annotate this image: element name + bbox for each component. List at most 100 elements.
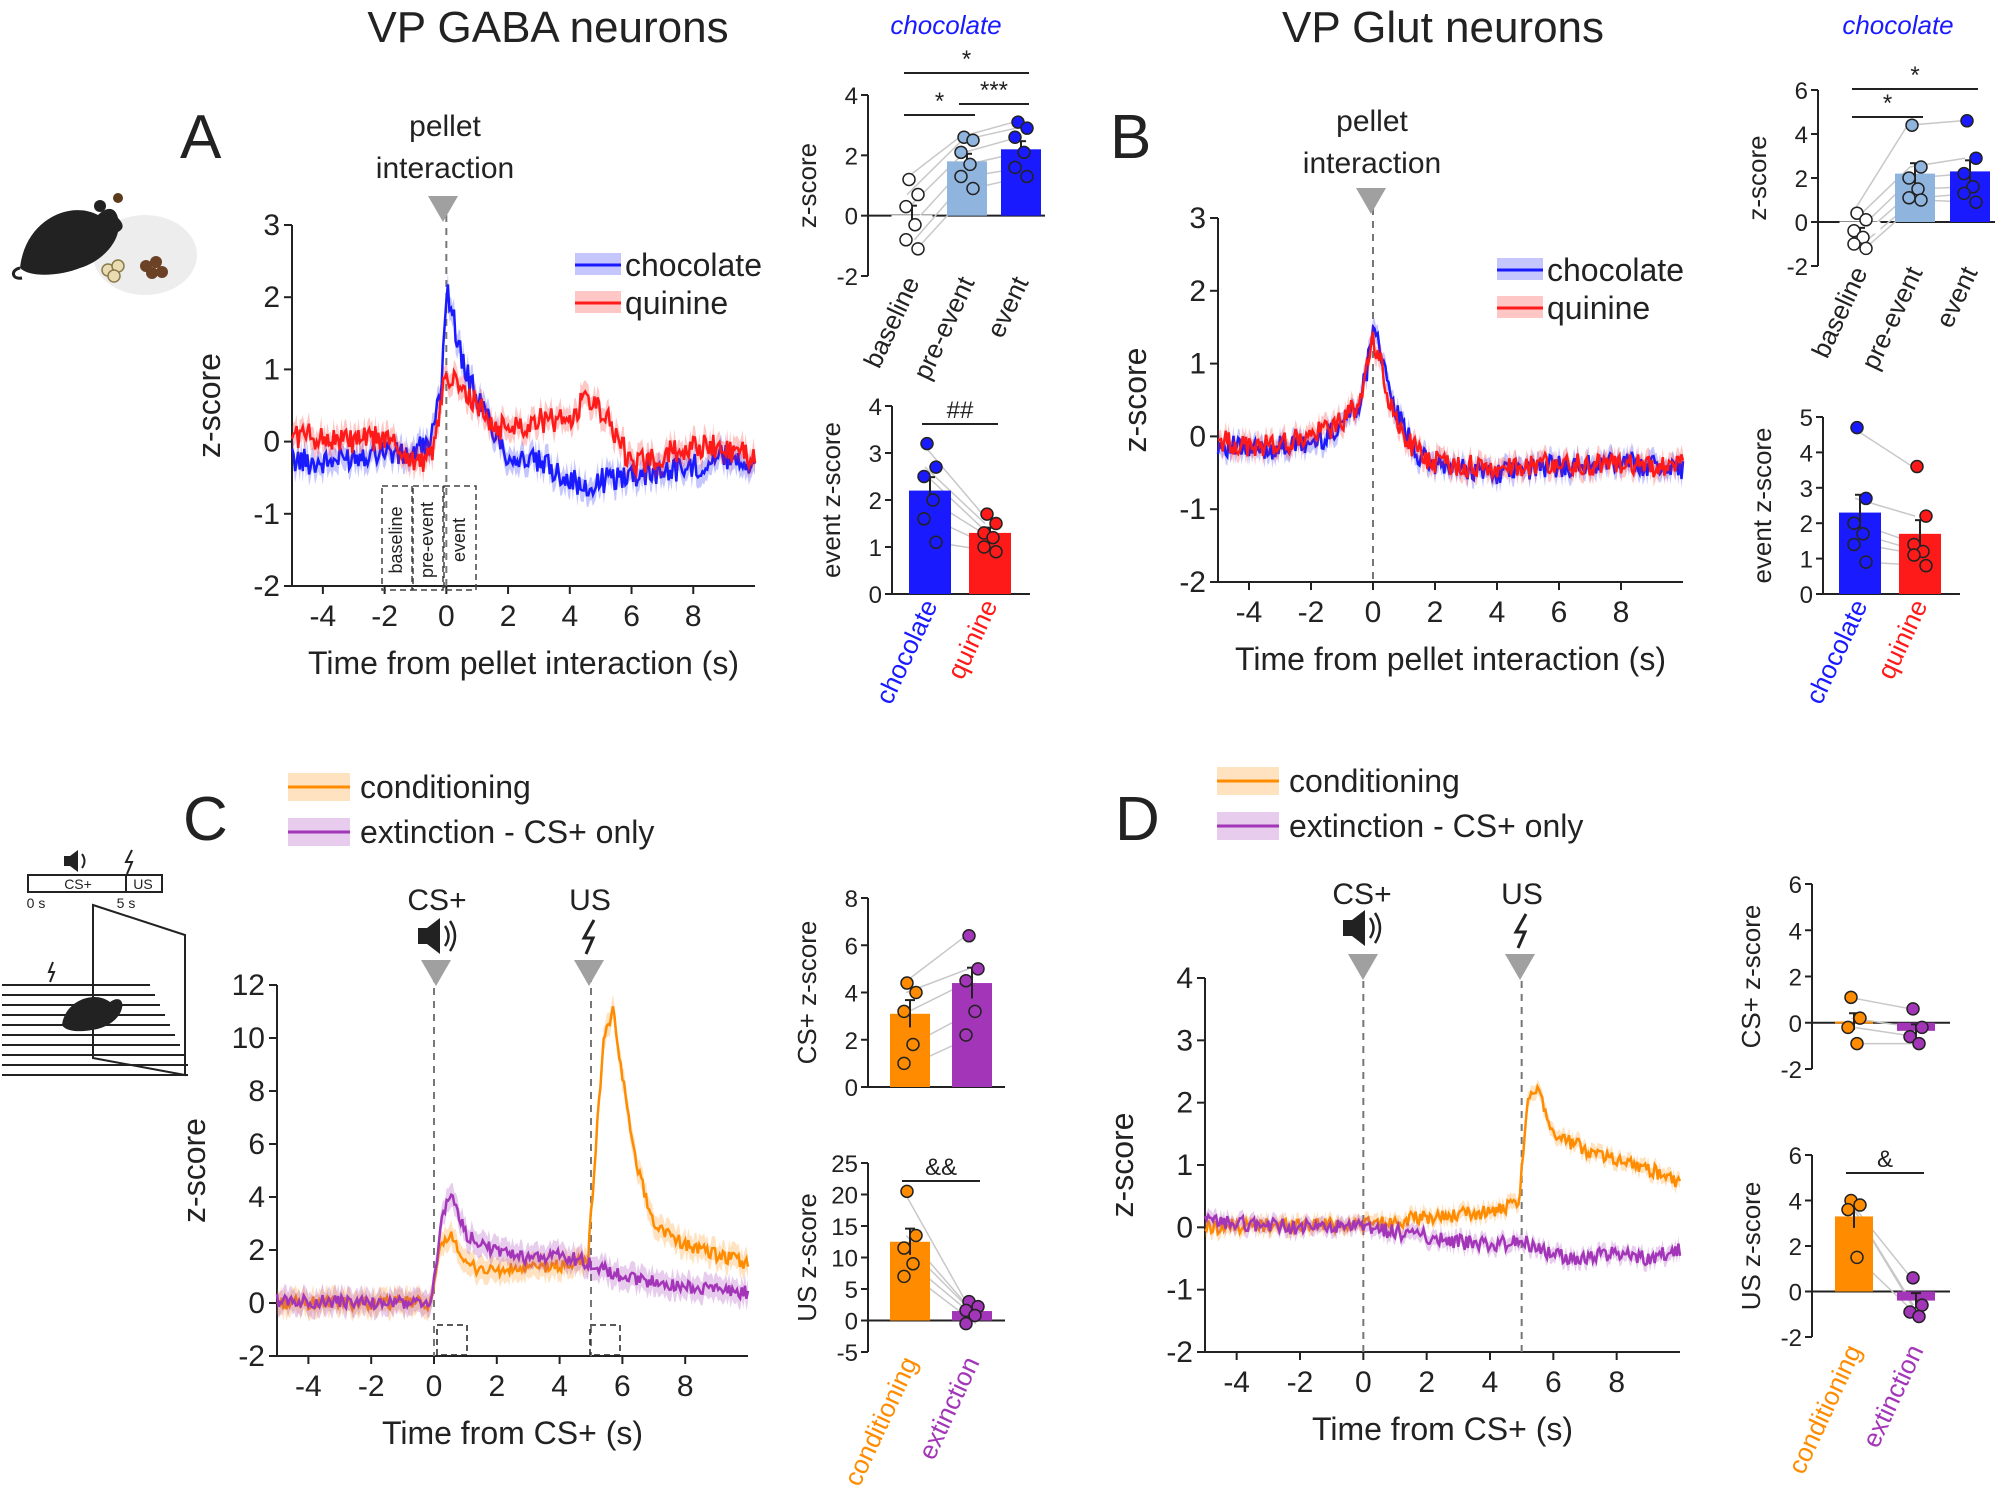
data-point — [911, 242, 925, 256]
data-point — [1844, 990, 1858, 1005]
chart-d-bar-top: -2 0 2 4 6 CS+ z-score — [1736, 872, 1950, 1084]
data-point — [1850, 1250, 1864, 1265]
pellet-label-b-2: interaction — [1303, 147, 1441, 180]
data-point — [963, 157, 977, 172]
y-tick-label: 2 — [263, 281, 280, 314]
schematic-t0-label: 0 s — [27, 895, 46, 911]
category-label: quinine — [941, 595, 1004, 684]
significance-label: * — [1883, 90, 1892, 117]
x-tick-label: 2 — [1418, 1366, 1435, 1399]
x-tick-label: -2 — [371, 600, 398, 633]
x-tick-label: -2 — [1298, 596, 1325, 629]
y-tick-label: 2 — [869, 488, 882, 515]
data-point — [1847, 516, 1861, 530]
y-tick-label: 2 — [1795, 166, 1808, 193]
chart-b-trace: -2 -1 0 1 2 3 -4 -2 0 2 4 6 8 Time from pellet intera… — [1117, 202, 1685, 677]
data-point — [1957, 186, 1971, 201]
x-tick-label: 4 — [551, 1370, 568, 1403]
y-tick-label: 4 — [845, 83, 858, 110]
legend-label: chocolate — [1547, 252, 1684, 288]
category-label: event — [980, 271, 1034, 342]
y-tick-label: 0 — [845, 1075, 858, 1102]
y-tick-label: -2 — [1781, 1325, 1802, 1352]
panel-letter-b: B — [1110, 103, 1151, 172]
y-tick-label: 1 — [263, 353, 280, 386]
x-tick-label: 0 — [1365, 596, 1382, 629]
data-point — [897, 1004, 911, 1019]
lightning-icon — [124, 849, 134, 875]
series-band-chocolate — [1218, 317, 1683, 494]
data-point — [1020, 169, 1034, 184]
x-tick-label: 6 — [1551, 596, 1568, 629]
y-axis-title: US z-score — [1736, 1182, 1766, 1311]
paired-line — [903, 1190, 967, 1302]
y-tick-label: 3 — [1800, 476, 1813, 503]
x-tick-label: 0 — [1355, 1366, 1372, 1399]
y-tick-label: 0 — [248, 1287, 265, 1320]
chart-c-bar-top: 0 2 4 6 8 CS+ z-score — [792, 886, 1005, 1102]
x-tick-label: 8 — [677, 1370, 694, 1403]
y-tick-label: 25 — [831, 1151, 858, 1178]
chart-c-bar-bottom: -5 0 5 10 15 20 25 US z-score conditioningextinc… — [792, 1151, 1005, 1485]
cs-label-c: CS+ — [407, 884, 466, 917]
lightning-icon-d — [1513, 913, 1528, 949]
data-point — [1859, 213, 1873, 227]
schematic-cs-label: CS+ — [64, 876, 92, 892]
data-point — [966, 181, 980, 196]
data-point — [977, 540, 991, 554]
y-tick-label: -2 — [837, 264, 858, 291]
data-point — [1902, 171, 1916, 185]
y-tick-label: 4 — [1789, 1189, 1802, 1216]
y-axis-title: z-score — [1104, 1113, 1140, 1218]
data-point — [1856, 527, 1870, 541]
data-point — [906, 1257, 920, 1271]
data-point — [1969, 195, 1983, 209]
paired-line — [1848, 996, 1912, 1010]
x-tick-label: -2 — [1287, 1366, 1314, 1399]
data-point — [897, 1241, 911, 1255]
data-point — [1847, 537, 1861, 552]
category-label: extinction — [912, 1352, 986, 1464]
data-point — [962, 929, 976, 943]
y-tick-label: 0 — [1789, 1280, 1802, 1307]
data-point — [1008, 130, 1022, 144]
data-point — [1850, 420, 1864, 435]
y-axis-title: US z-score — [792, 1193, 822, 1322]
data-point — [1841, 1020, 1855, 1035]
series-line-quinine — [1217, 331, 1685, 482]
fear-conditioning-schematic: CS+ US 0 s 5 s — [2, 849, 188, 1077]
y-tick-label: 3 — [1176, 1024, 1193, 1057]
y-tick-label: 3 — [1189, 202, 1206, 235]
data-point — [1912, 1309, 1926, 1324]
data-point — [986, 530, 1000, 545]
category-label: conditioning — [1782, 1340, 1868, 1478]
data-point — [897, 1056, 911, 1071]
data-point — [917, 469, 931, 484]
us-marker-c — [574, 960, 604, 986]
data-point — [1907, 548, 1921, 562]
y-tick-label: 6 — [845, 933, 858, 960]
y-tick-label: -5 — [837, 1340, 858, 1367]
data-point — [1919, 509, 1933, 523]
x-tick-label: 4 — [561, 600, 578, 633]
data-point — [1914, 193, 1928, 207]
y-tick-label: -2 — [253, 570, 280, 603]
x-tick-label: 8 — [1613, 596, 1630, 629]
y-tick-label: 4 — [869, 394, 882, 421]
data-point — [1914, 160, 1928, 174]
y-axis-title: CS+ z-score — [1736, 905, 1766, 1049]
y-tick-label: -2 — [1787, 254, 1808, 281]
y-tick-label: 5 — [1800, 405, 1813, 432]
y-tick-label: -2 — [1781, 1057, 1802, 1084]
category-label: quinine — [1871, 595, 1934, 684]
paired-line — [921, 443, 984, 515]
data-point — [1853, 1011, 1867, 1025]
y-tick-label: 5 — [845, 1277, 858, 1304]
data-point — [1915, 1298, 1929, 1312]
y-tick-label: 2 — [1789, 965, 1802, 992]
data-point — [1903, 1029, 1917, 1044]
data-point — [959, 973, 973, 988]
cs-marker-c — [421, 960, 451, 986]
